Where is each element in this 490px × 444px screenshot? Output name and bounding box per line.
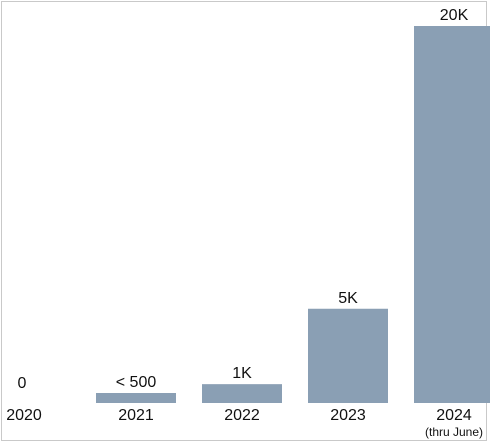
x-tick-label-2024: 2024 [436,407,472,424]
x-tick-sublabel-2024: (thru June) [425,425,483,439]
data-label-2020: 0 [18,375,27,392]
bar-2023 [308,308,388,403]
bar-2022 [202,384,282,403]
x-tick-label-2022: 2022 [224,407,260,424]
x-tick-labels-group: 2020 2021 2022 2023 2024(thru June) [6,407,483,439]
x-tick-label-2021: 2021 [118,407,154,424]
x-tick-label-2020: 2020 [6,407,42,424]
data-labels-group: 0 < 500 1K 5K 20K [18,7,469,392]
data-label-2022: 1K [232,365,252,382]
bars-group [96,26,490,403]
data-label-2021: < 500 [116,374,157,391]
bar-2021 [96,393,176,403]
data-label-2024: 20K [440,7,469,24]
data-label-2023: 5K [338,290,358,307]
bar-2024 [414,26,490,403]
x-tick-label-2023: 2023 [330,407,366,424]
